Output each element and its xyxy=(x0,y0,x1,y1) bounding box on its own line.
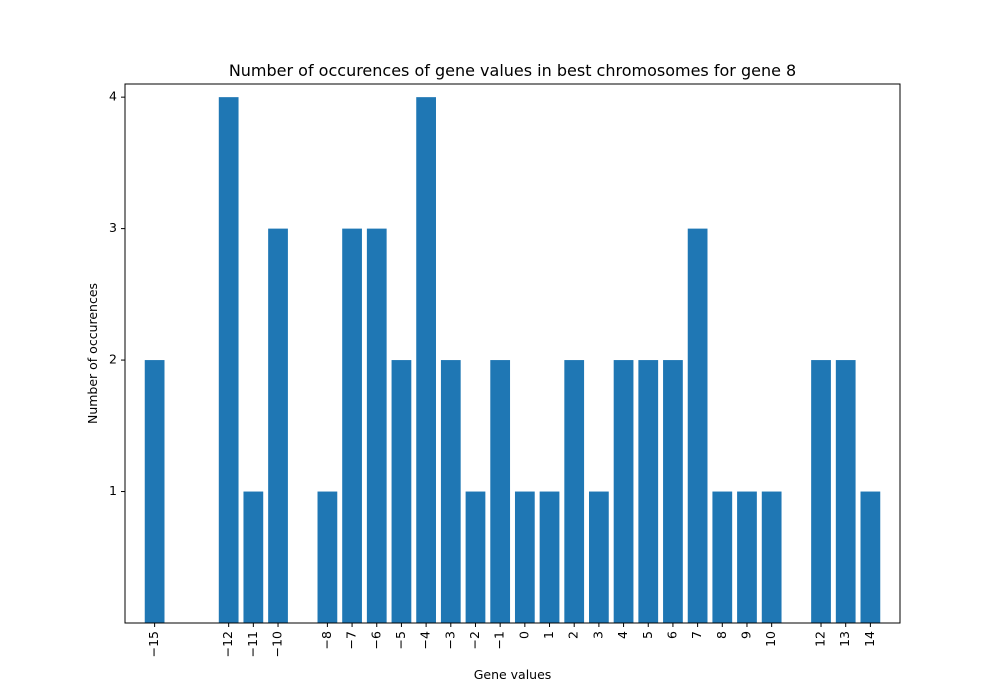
bar xyxy=(440,360,461,623)
y-tick-label: 2 xyxy=(109,352,117,367)
x-tick-label: 12 xyxy=(813,631,828,647)
x-tick-label: −6 xyxy=(368,631,383,649)
x-tick-label: −2 xyxy=(467,631,482,649)
x-axis-ticks: −15 −12 −11 −10 −8 −7 −6 −5 −4 −3 −2 −1 0 1 2 3 4 5 6 7 8 9 10… xyxy=(146,623,877,657)
bar xyxy=(144,360,165,623)
bar xyxy=(613,360,634,623)
bar xyxy=(539,491,560,623)
bar xyxy=(589,491,609,623)
x-tick-label: 5 xyxy=(640,631,655,639)
y-tick-label: 4 xyxy=(109,89,117,104)
plot-frame xyxy=(124,83,901,624)
x-tick-label: −3 xyxy=(442,631,457,649)
x-tick-label: −11 xyxy=(245,631,260,657)
x-tick-label: 0 xyxy=(516,631,531,639)
bar xyxy=(416,97,436,623)
x-tick-label: 7 xyxy=(689,631,704,639)
x-tick-label: 9 xyxy=(738,631,753,639)
x-tick-label: −15 xyxy=(146,631,161,657)
bar xyxy=(317,491,338,623)
bar xyxy=(638,360,659,623)
x-tick-label: −7 xyxy=(344,631,359,649)
bar xyxy=(243,491,264,623)
bar xyxy=(811,360,831,623)
x-tick-label: −8 xyxy=(319,631,334,649)
bar xyxy=(835,360,856,623)
x-tick-label: −12 xyxy=(220,631,235,657)
x-tick-label: 1 xyxy=(541,631,556,639)
bar xyxy=(564,360,585,623)
bar xyxy=(218,97,239,623)
bar xyxy=(737,491,757,623)
x-tick-label: −1 xyxy=(492,631,507,649)
bar xyxy=(860,491,881,623)
x-tick-label: 13 xyxy=(837,631,852,647)
x-tick-label: 10 xyxy=(763,631,778,647)
bar xyxy=(391,360,412,623)
y-tick-label: 1 xyxy=(109,483,117,498)
bars-group xyxy=(144,97,881,624)
y-tick-label: 3 xyxy=(109,220,117,235)
x-tick-label: 8 xyxy=(714,631,729,639)
y-axis-ticks: 1 2 3 4 xyxy=(109,89,125,498)
x-tick-label: 14 xyxy=(862,631,877,647)
bar xyxy=(465,491,486,623)
bar xyxy=(268,228,288,624)
x-tick-label: 2 xyxy=(566,631,581,639)
y-axis-label: Number of occurences xyxy=(85,283,100,424)
x-tick-label: −4 xyxy=(418,631,433,649)
bar xyxy=(761,491,782,623)
bar xyxy=(342,228,362,624)
x-tick-label: 3 xyxy=(590,631,605,639)
x-tick-label: 4 xyxy=(615,631,630,639)
x-tick-label: −5 xyxy=(393,631,408,649)
bar xyxy=(663,360,683,623)
x-tick-label: 6 xyxy=(664,631,679,639)
bar xyxy=(687,228,708,624)
x-tick-label: −10 xyxy=(270,631,285,657)
x-axis-label: Gene values xyxy=(474,667,552,682)
bar xyxy=(514,491,535,623)
bar xyxy=(712,491,733,623)
bar xyxy=(490,360,511,623)
chart-title: Number of occurences of gene values in b… xyxy=(229,61,796,80)
bar xyxy=(366,228,387,624)
